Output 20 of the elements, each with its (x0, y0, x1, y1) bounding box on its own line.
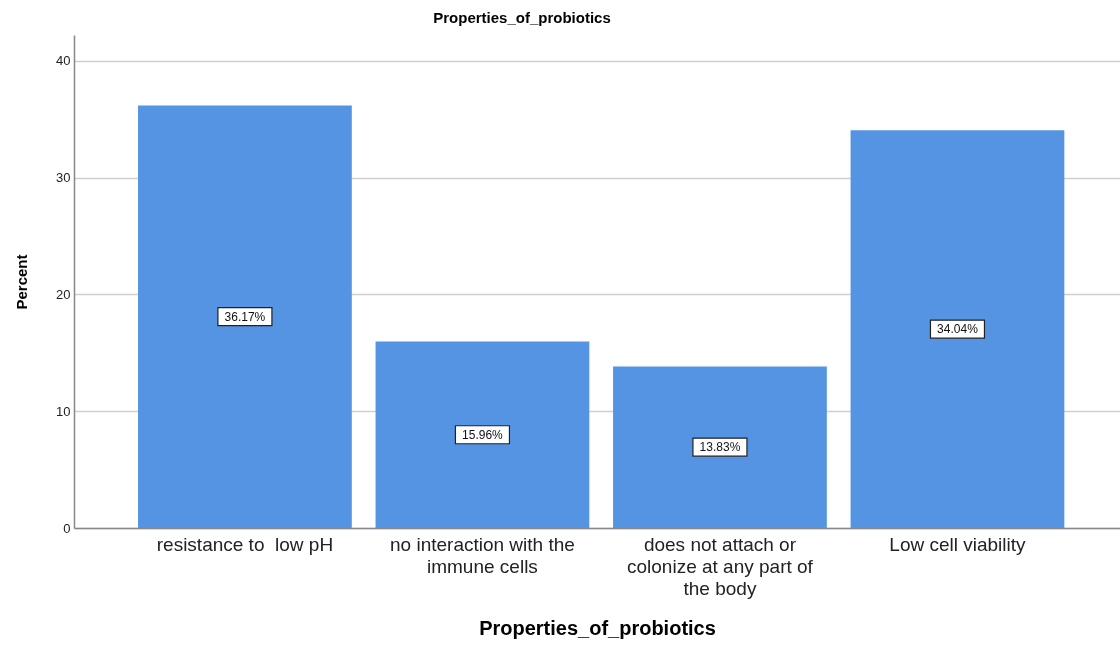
data-label: 36.17% (224, 309, 266, 324)
chart-title: Properties_of_probiotics (433, 9, 611, 26)
x-tick-label: does not attach or colonize at any part of the body (627, 533, 814, 599)
x-tick-label: resistance to low pH (156, 533, 334, 555)
y-tick-label: 20 (56, 286, 71, 302)
bar (375, 341, 590, 528)
y-axis-title: Percent (13, 254, 31, 310)
data-label: 34.04% (937, 322, 979, 337)
y-tick-label: 0 (63, 520, 71, 536)
bar (613, 366, 827, 528)
bar (138, 105, 352, 528)
y-tick-label: 10 (56, 403, 71, 419)
x-tick-label: Low cell viability (889, 533, 1027, 555)
data-label: 13.83% (699, 440, 741, 455)
y-tick-label: 30 (56, 170, 71, 186)
x-axis-title: Properties_of_probiotics (479, 616, 716, 639)
x-tick-label: no interaction with the immune cells (390, 533, 575, 577)
data-label: 15.96% (462, 427, 504, 442)
y-tick-label: 40 (56, 53, 71, 69)
bar (850, 130, 1065, 528)
